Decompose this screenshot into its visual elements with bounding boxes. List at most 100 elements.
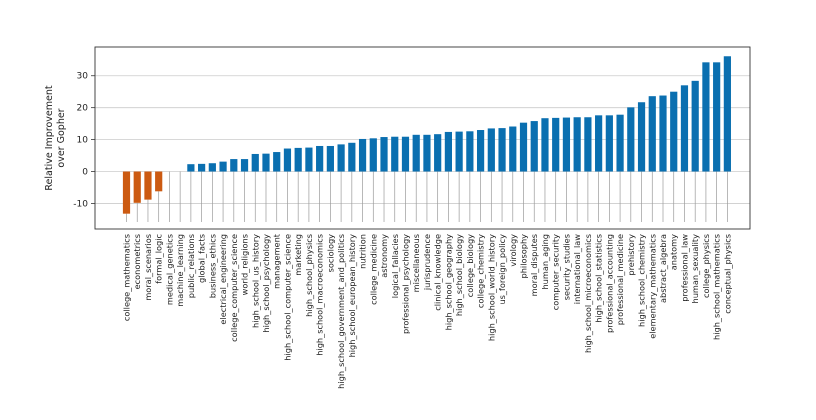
bar (423, 134, 431, 172)
bar (723, 56, 731, 172)
x-tick-label: abstract_algebra (658, 234, 668, 303)
x-tick-label: professional_psychology (400, 234, 410, 334)
bar (144, 171, 152, 200)
bar (273, 152, 281, 172)
x-tick-label: world_religions (240, 234, 250, 295)
bar (519, 122, 528, 172)
x-tick-label: college_physics (701, 234, 711, 298)
bar (595, 115, 603, 172)
x-tick-label: global_facts (197, 234, 207, 283)
x-tick-label: management (272, 233, 282, 289)
x-tick-label: college_computer_science (229, 234, 239, 342)
x-tick-label: college_biology (465, 234, 475, 297)
bar (358, 138, 367, 172)
bar (133, 171, 141, 203)
x-tick-label: professional_medicine (615, 234, 625, 325)
x-tick-label: professional_accounting (604, 234, 614, 333)
x-tick-label: college_medicine (368, 234, 378, 305)
x-tick-label: philosophy (519, 234, 529, 279)
bar (262, 153, 270, 172)
x-tick-label: high_school_chemistry (637, 234, 647, 327)
x-tick-label: formal_logic (154, 234, 164, 284)
bar (659, 95, 667, 172)
bar (230, 159, 238, 172)
bar (337, 144, 345, 172)
bar (380, 137, 388, 172)
bar (198, 163, 206, 172)
bar (208, 163, 216, 172)
bar (605, 115, 613, 172)
bar (444, 131, 452, 172)
bar (455, 131, 463, 172)
x-tick-label: college_chemistry (476, 234, 486, 308)
x-tick-label: virology (508, 234, 518, 267)
x-tick-label: econometrics (132, 234, 142, 289)
bar (348, 142, 356, 172)
bar (412, 134, 420, 172)
x-tick-label: medical_genetics (164, 234, 174, 305)
x-tick-label: machine_learning (175, 234, 185, 307)
x-tick-label: moral_disputes (529, 234, 539, 296)
y-axis-label: Relative Improvementover Gopher (44, 85, 67, 191)
x-tick-label: high_school_statistics (594, 234, 604, 323)
bar (691, 80, 699, 172)
x-tick-label: elementary_mathematics (647, 234, 657, 339)
bar (702, 62, 710, 172)
x-tick-label: high_school_psychology (261, 234, 271, 333)
x-tick-label: high_school_biology (454, 234, 464, 316)
bar (627, 107, 635, 172)
x-tick-label: clinical_knowledge (433, 234, 443, 311)
bar (530, 121, 538, 172)
x-tick-label: high_school_microeconomics (583, 234, 593, 353)
x-tick-label: high_school_us_history (250, 234, 260, 328)
x-tick-label: high_school_mathematics (712, 234, 722, 340)
bar (326, 145, 334, 172)
y-axis-label-line: over Gopher (56, 108, 67, 167)
bar (219, 161, 227, 172)
x-tick-label: security_studies (561, 234, 571, 300)
x-tick-label: high_school_government_and_politics (336, 234, 346, 389)
plot-frame (94, 46, 751, 230)
x-tick-label: miscellaneous (411, 234, 421, 292)
x-tick-label: college_mathematics (122, 234, 132, 321)
bar (680, 85, 689, 172)
x-tick-label: prehistory (626, 234, 636, 276)
x-tick-label: professional_law (679, 234, 689, 302)
bar (294, 147, 302, 172)
x-tick-label: high_school_computer_science (282, 234, 292, 361)
x-tick-label: high_school_macroeconomics (315, 234, 325, 356)
x-tick-label: high_school_physics (304, 234, 314, 317)
bar (434, 134, 442, 172)
x-tick-label: logical_fallacies (390, 234, 400, 298)
x-tick-label: electrical_engineering (218, 234, 228, 325)
x-tick-label: jurisprudence (422, 234, 432, 291)
x-tick-label: computer_security (551, 234, 561, 310)
bar (541, 118, 549, 172)
y-tick-label: -10 (73, 199, 88, 209)
y-tick-label: 30 (77, 72, 89, 82)
bar (240, 159, 249, 172)
bar (316, 145, 324, 172)
y-axis-label-line: Relative Improvement (44, 85, 55, 191)
x-tick-label: business_ethics (207, 234, 217, 298)
x-tick-label: public_relations (186, 234, 196, 298)
x-tick-label: international_law (572, 234, 582, 305)
bar (498, 128, 506, 172)
bar (391, 136, 399, 172)
x-tick-label: conceptual_physics (722, 234, 732, 314)
x-tick-label: human_aging (540, 234, 550, 290)
bar (401, 136, 410, 172)
x-tick-label: human_sexuality (690, 234, 700, 304)
bar (122, 171, 131, 214)
x-tick-label: sociology (325, 234, 335, 273)
y-tick-label: 0 (82, 168, 88, 178)
x-tick-label: high_school_european_history (347, 234, 357, 358)
x-tick-label: us_foreign_policy (497, 234, 507, 305)
bar (562, 117, 571, 172)
bar (616, 114, 624, 172)
bar (713, 62, 721, 172)
x-tick-label: moral_scenarios (143, 234, 153, 301)
x-tick-label: astronomy (379, 234, 389, 278)
x-tick-label: high_school_geography (443, 234, 453, 330)
